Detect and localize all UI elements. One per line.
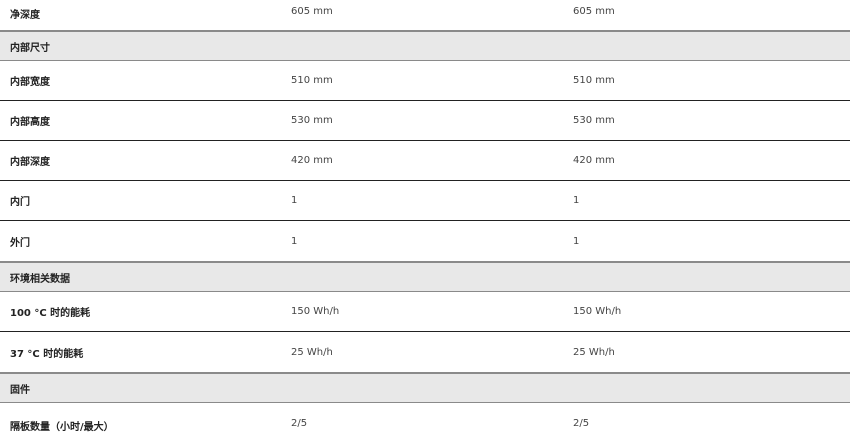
spec-value: 530 mm <box>573 115 615 126</box>
section-heading: 内部尺寸 <box>0 30 850 61</box>
spec-row: 100 °C 时的能耗 150 Wh/h 150 Wh/h <box>0 292 850 332</box>
spec-label: 隔板数量（小时/最大） <box>10 422 114 433</box>
spec-value: 510 mm <box>573 75 615 86</box>
spec-row: 外门 1 1 <box>0 221 850 261</box>
spec-row: 内部深度 420 mm 420 mm <box>0 141 850 181</box>
spec-label: 37 °C 时的能耗 <box>10 348 84 360</box>
spec-value: 1 <box>573 235 580 247</box>
spec-value: 2/5 <box>291 418 308 429</box>
spec-value: 25 Wh/h <box>291 346 333 358</box>
spec-row: 净深度 605 mm 605 mm <box>0 0 850 30</box>
spec-value: 510 mm <box>291 75 333 86</box>
spec-value: 25 Wh/h <box>573 346 615 358</box>
spec-label: 内部深度 <box>10 157 50 168</box>
spec-row: 内部宽度 510 mm 510 mm <box>0 61 850 101</box>
spec-value: 1 <box>573 195 580 206</box>
spec-row: 37 °C 时的能耗 25 Wh/h 25 Wh/h <box>0 332 850 372</box>
spec-label: 内部宽度 <box>10 77 50 88</box>
spec-label: 100 °C 时的能耗 <box>10 308 91 319</box>
spec-label: 内部高度 <box>10 117 50 128</box>
spec-value: 420 mm <box>573 155 615 166</box>
spec-value: 2/5 <box>573 418 590 429</box>
spec-row: 隔板数量（小时/最大） 2/5 2/5 <box>0 403 850 447</box>
spec-value: 1 <box>291 235 298 247</box>
spec-value: 420 mm <box>291 155 333 166</box>
spec-label: 内门 <box>10 197 30 208</box>
spec-label: 外门 <box>10 237 30 249</box>
spec-value: 530 mm <box>291 115 333 126</box>
spec-value: 150 Wh/h <box>291 306 340 317</box>
section-heading: 环境相关数据 <box>0 261 850 292</box>
spec-value: 605 mm <box>573 6 615 17</box>
spec-value: 1 <box>291 195 298 206</box>
section-heading: 固件 <box>0 372 850 403</box>
spec-value: 150 Wh/h <box>573 306 622 317</box>
spec-row: 内门 1 1 <box>0 181 850 221</box>
spec-row: 内部高度 530 mm 530 mm <box>0 101 850 141</box>
spec-value: 605 mm <box>291 6 333 17</box>
spec-label: 净深度 <box>10 10 40 21</box>
